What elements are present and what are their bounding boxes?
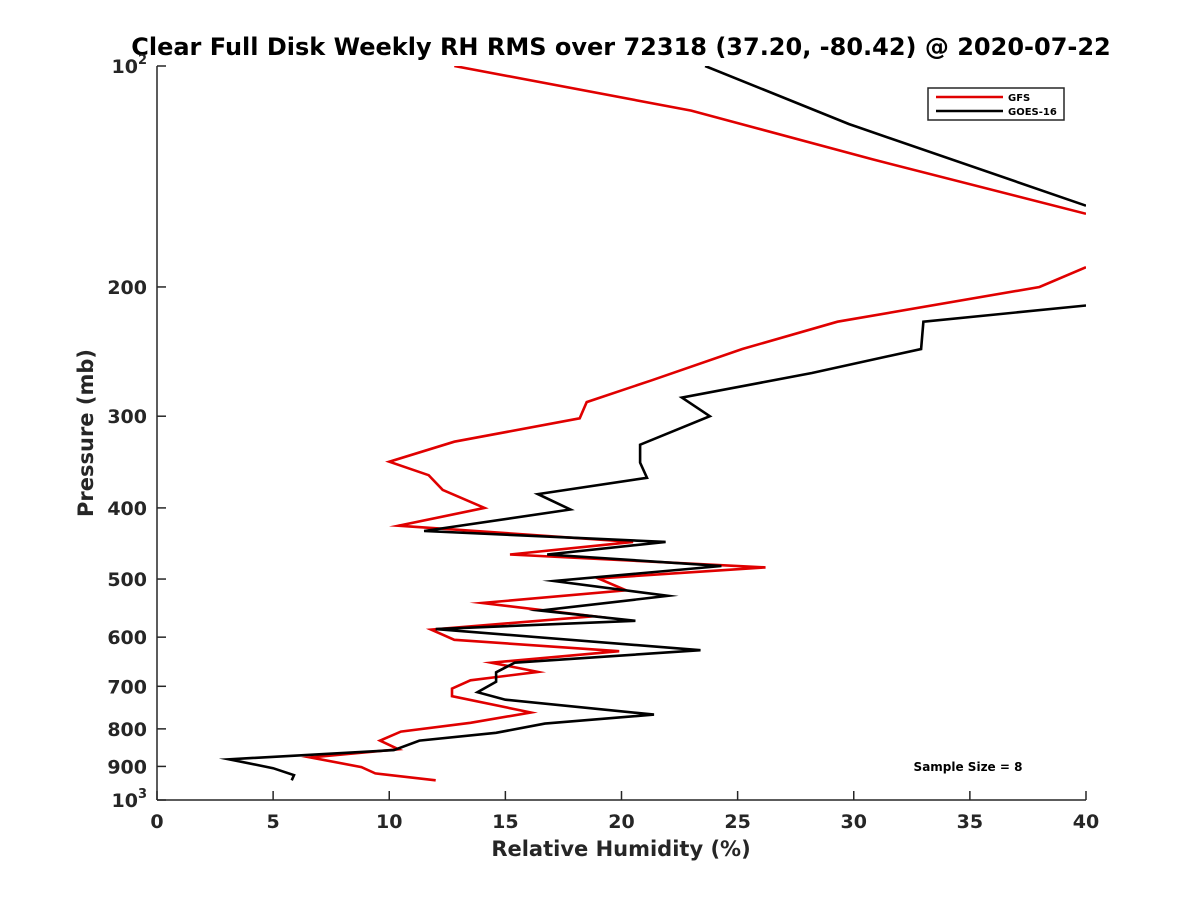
y-tick-label: 103: [112, 787, 148, 812]
x-axis-label: Relative Humidity (%): [491, 837, 750, 861]
y-tick-label: 800: [107, 719, 147, 741]
y-tick-label: 200: [107, 277, 147, 299]
y-tick-label: 400: [107, 498, 147, 520]
y-tick-label: 900: [107, 756, 147, 778]
x-tick-label: 5: [267, 811, 280, 833]
x-tick-label: 15: [492, 811, 518, 833]
x-tick-label: 10: [376, 811, 402, 833]
legend-label-goes16: GOES-16: [1008, 107, 1057, 118]
legend-label-gfs: GFS: [1008, 93, 1030, 104]
y-tick-label: 600: [107, 627, 147, 649]
y-tick-label: 700: [107, 676, 147, 698]
x-tick-label: 0: [150, 811, 163, 833]
y-axis-ticks: 102 200 300 400 500 600 700 800 900 103: [107, 53, 166, 812]
series-line-goes16: [218, 66, 1086, 781]
x-tick-label: 40: [1073, 811, 1099, 833]
y-axis-label: Pressure (mb): [74, 349, 98, 517]
y-tick-label: 300: [107, 406, 147, 428]
sample-size-annotation: Sample Size = 8: [914, 760, 1023, 774]
legend: GFS GOES-16: [927, 87, 1065, 121]
y-tick-label: 500: [107, 569, 147, 591]
x-tick-label: 25: [724, 811, 750, 833]
plot-series: [218, 66, 1086, 782]
chart-title: Clear Full Disk Weekly RH RMS over 72318…: [131, 33, 1111, 61]
x-tick-label: 35: [957, 811, 983, 833]
series-line-gfs: [300, 66, 1086, 782]
legend-box: [927, 87, 1065, 121]
x-tick-label: 20: [608, 811, 634, 833]
y-tick-label: 102: [112, 53, 148, 78]
x-tick-label: 30: [841, 811, 867, 833]
x-axis-ticks: 0 5 10 15 20 25 30 35 40: [150, 791, 1099, 833]
